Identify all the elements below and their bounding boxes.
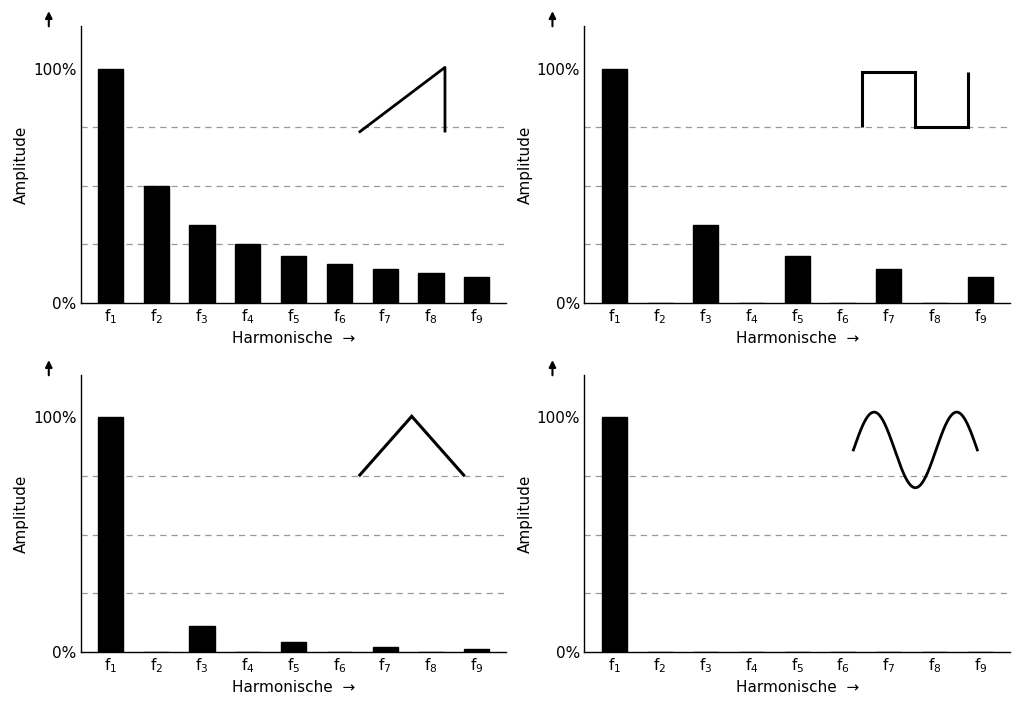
Bar	[189, 225, 215, 303]
Bar	[784, 256, 810, 303]
Bar	[464, 277, 489, 303]
Bar	[98, 418, 123, 652]
Bar	[236, 244, 260, 303]
Bar	[464, 649, 489, 652]
Bar	[601, 69, 627, 303]
Bar	[327, 264, 352, 303]
Bar	[281, 256, 306, 303]
Y-axis label: Amplitude: Amplitude	[517, 474, 532, 553]
Y-axis label: Amplitude: Amplitude	[14, 474, 29, 553]
Bar	[877, 269, 901, 303]
X-axis label: Harmonische  →: Harmonische →	[232, 331, 355, 346]
Bar	[601, 418, 627, 652]
X-axis label: Harmonische  →: Harmonische →	[735, 680, 859, 695]
Bar	[373, 647, 397, 652]
Bar	[98, 69, 123, 303]
Bar	[143, 186, 169, 303]
Bar	[693, 225, 718, 303]
Bar	[373, 269, 397, 303]
Y-axis label: Amplitude: Amplitude	[517, 125, 532, 203]
Bar	[281, 642, 306, 652]
Bar	[968, 277, 993, 303]
Bar	[189, 625, 215, 652]
Bar	[419, 274, 443, 303]
X-axis label: Harmonische  →: Harmonische →	[232, 680, 355, 695]
X-axis label: Harmonische  →: Harmonische →	[735, 331, 859, 346]
Y-axis label: Amplitude: Amplitude	[14, 125, 29, 203]
